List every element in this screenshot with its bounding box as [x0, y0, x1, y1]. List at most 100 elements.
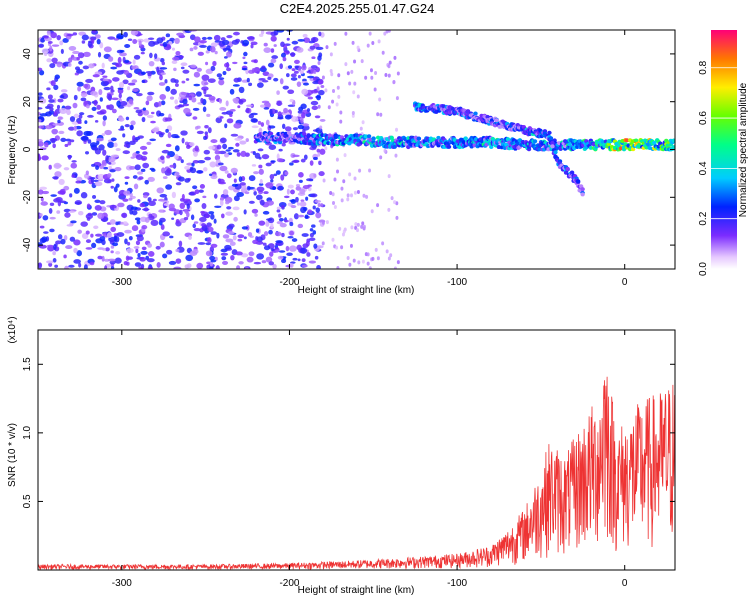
heat-noise-blob	[295, 183, 301, 187]
heat-noise-blob	[101, 62, 105, 69]
heat-noise-blob	[38, 125, 45, 129]
heat-noise-blob	[286, 73, 290, 78]
heat-faint-blob	[330, 72, 334, 77]
heat-noise-blob	[309, 228, 314, 232]
heat-noise-blob	[74, 200, 83, 206]
heat-faint-blob	[387, 30, 391, 33]
heat-noise-blob	[87, 41, 93, 48]
heat-noise-blob	[73, 113, 80, 119]
heat-noise-blob	[221, 39, 230, 46]
heat-noise-blob	[266, 218, 273, 221]
heat-noise-blob	[310, 65, 318, 69]
heat-faint-blob	[369, 68, 373, 73]
heat-noise-blob	[49, 137, 58, 142]
heat-noise-blob	[206, 261, 211, 265]
heat-noise-blob	[270, 48, 275, 53]
heat-noise-blob	[272, 264, 277, 269]
heat-noise-blob	[287, 235, 294, 239]
heat-noise-blob	[50, 80, 56, 87]
heat-faint-blob	[336, 85, 340, 90]
heat-noise-blob	[315, 207, 320, 213]
heat-noise-blob	[316, 148, 321, 153]
heat-noise-blob	[274, 231, 282, 237]
heat-faint-blob	[321, 241, 325, 246]
heat-faint-blob	[381, 50, 385, 55]
heat-noise-blob	[149, 52, 153, 59]
heat-noise-blob	[60, 48, 64, 54]
heat-faint-blob	[366, 43, 370, 48]
heat-noise-blob	[224, 244, 232, 250]
heat-noise-blob	[257, 148, 264, 152]
heat-noise-blob	[288, 262, 294, 268]
signal-track-point	[277, 140, 283, 145]
heat-noise-blob	[250, 44, 254, 49]
heat-noise-blob	[122, 198, 129, 202]
heat-noise-blob	[196, 170, 204, 174]
heat-noise-blob	[123, 261, 129, 266]
heat-noise-blob	[280, 41, 285, 48]
heat-noise-blob	[265, 162, 272, 167]
heat-noise-blob	[237, 105, 241, 109]
heat-noise-blob	[258, 164, 263, 169]
heat-noise-blob	[149, 138, 156, 142]
heat-noise-blob	[94, 71, 103, 76]
heat-noise-blob	[177, 176, 185, 182]
heat-noise-blob	[256, 186, 265, 192]
secondary-track-point	[473, 111, 478, 116]
heat-noise-blob	[243, 209, 247, 215]
heat-noise-blob	[169, 37, 175, 42]
heat-noise-blob	[156, 187, 165, 194]
heat-noise-blob	[116, 100, 122, 107]
heat-noise-blob	[195, 91, 202, 97]
heat-noise-blob	[71, 160, 77, 163]
heat-noise-blob	[290, 189, 295, 195]
heat-faint-blob	[353, 176, 357, 181]
heat-faint-blob	[332, 200, 336, 205]
heat-noise-blob	[49, 45, 53, 52]
heat-noise-blob	[276, 221, 283, 225]
heat-noise-blob	[56, 61, 63, 68]
heat-noise-blob	[156, 262, 161, 268]
heat-noise-blob	[106, 105, 110, 110]
heat-noise-blob	[98, 144, 105, 151]
heat-noise-blob	[189, 166, 194, 171]
heat-noise-blob	[276, 90, 280, 95]
heat-noise-blob	[38, 244, 47, 249]
heat-noise-blob	[312, 81, 320, 85]
heat-noise-blob	[312, 230, 317, 235]
heat-noise-blob	[188, 191, 195, 196]
heat-noise-blob	[253, 171, 259, 175]
heat-noise-blob	[279, 78, 284, 85]
heat-faint-blob	[313, 70, 317, 75]
heat-noise-blob	[263, 47, 272, 54]
heat-noise-blob	[76, 130, 83, 137]
heat-noise-blob	[123, 70, 130, 75]
heat-noise-blob	[51, 128, 58, 135]
heat-noise-blob	[300, 103, 307, 110]
heat-noise-blob	[302, 33, 308, 38]
heat-noise-blob	[205, 50, 210, 54]
heat-noise-blob	[86, 203, 91, 209]
heat-noise-blob	[307, 75, 315, 79]
heat-faint-blob	[352, 90, 356, 95]
heat-faint-blob	[387, 207, 391, 212]
heat-noise-blob	[140, 71, 146, 75]
heat-noise-blob	[57, 98, 64, 103]
heat-noise-blob	[59, 95, 65, 99]
heat-noise-blob	[102, 80, 110, 86]
heat-noise-blob	[113, 186, 118, 193]
heat-noise-blob	[93, 99, 98, 106]
heat-noise-blob	[174, 79, 179, 84]
heat-noise-blob	[81, 40, 86, 44]
heat-noise-blob	[165, 143, 172, 148]
heat-noise-blob	[175, 182, 182, 186]
heat-noise-blob	[286, 188, 290, 195]
heat-noise-blob	[129, 124, 134, 131]
heat-noise-blob	[261, 154, 270, 160]
heat-noise-blob	[318, 160, 322, 166]
heat-noise-blob	[115, 62, 123, 68]
heat-noise-blob	[218, 79, 225, 86]
heat-noise-blob	[39, 113, 48, 117]
heat-noise-blob	[173, 266, 182, 269]
heat-faint-blob	[321, 220, 325, 225]
